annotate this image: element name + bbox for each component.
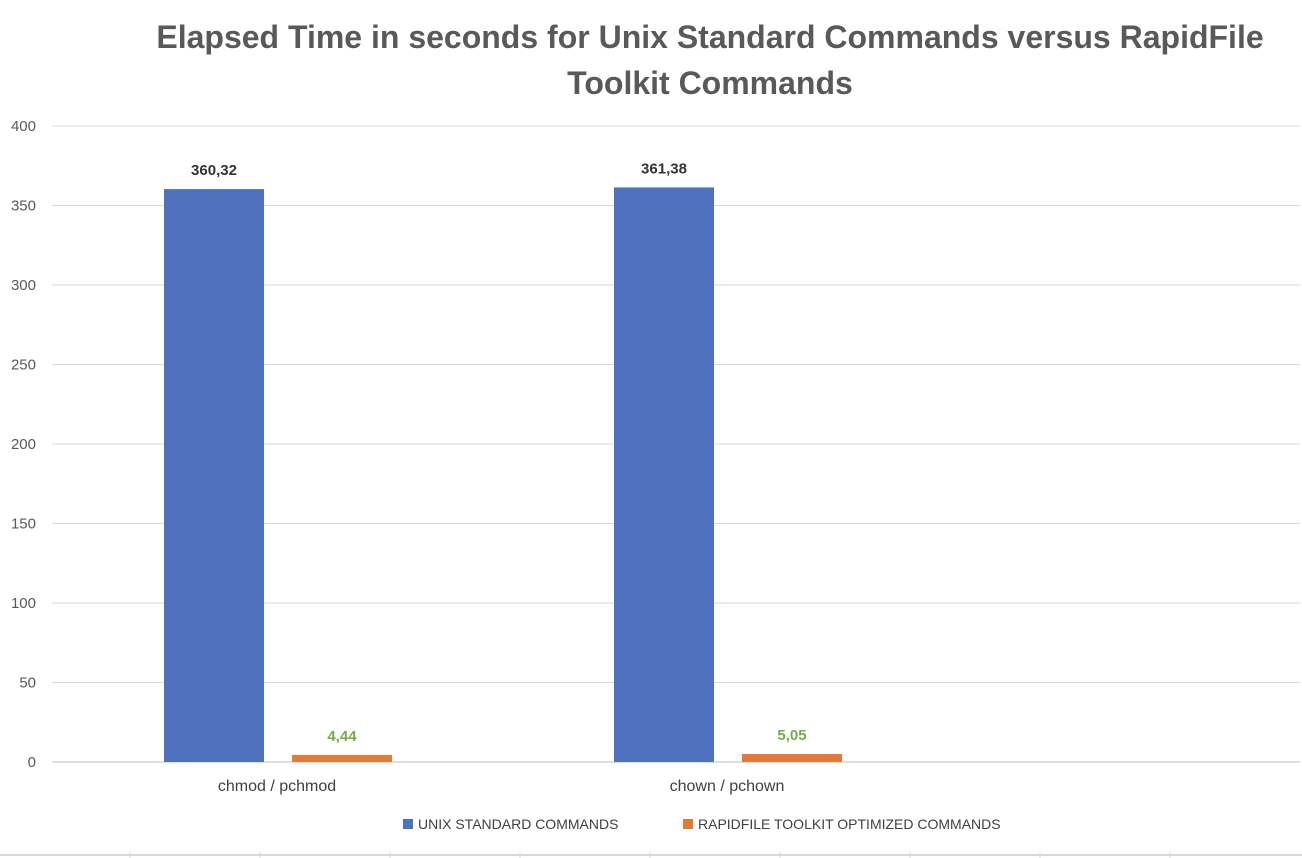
y-tick-label: 300 — [11, 277, 36, 294]
y-tick-label: 100 — [11, 595, 36, 612]
data-label: 361,38 — [641, 160, 687, 177]
y-tick-label: 400 — [11, 118, 36, 135]
category-label: chmod / pchmod — [218, 778, 336, 795]
y-tick-label: 350 — [11, 198, 36, 215]
legend-swatch-rapidfile-optimized — [683, 819, 693, 829]
y-tick-label: 50 — [19, 675, 36, 692]
y-tick-label: 150 — [11, 516, 36, 533]
category-label: chown / pchown — [670, 778, 785, 795]
bar-rapidfile-optimized — [742, 753, 842, 762]
data-label: 4,44 — [327, 728, 357, 745]
legend-label: RAPIDFILE TOOLKIT OPTIMIZED COMMANDS — [698, 816, 1001, 832]
y-tick-label: 0 — [28, 754, 36, 771]
bar-unix-standard — [164, 189, 264, 763]
y-tick-label: 200 — [11, 436, 36, 453]
data-label: 360,32 — [191, 162, 237, 179]
data-label: 5,05 — [777, 727, 806, 744]
chart-title: Elapsed Time in seconds for Unix Standar… — [156, 19, 1264, 101]
legend-label: UNIX STANDARD COMMANDS — [418, 816, 618, 832]
bar-unix-standard — [614, 187, 714, 762]
legend-swatch-unix-standard — [403, 819, 413, 829]
bar-rapidfile-optimized — [292, 754, 392, 762]
y-tick-label: 250 — [11, 357, 36, 374]
